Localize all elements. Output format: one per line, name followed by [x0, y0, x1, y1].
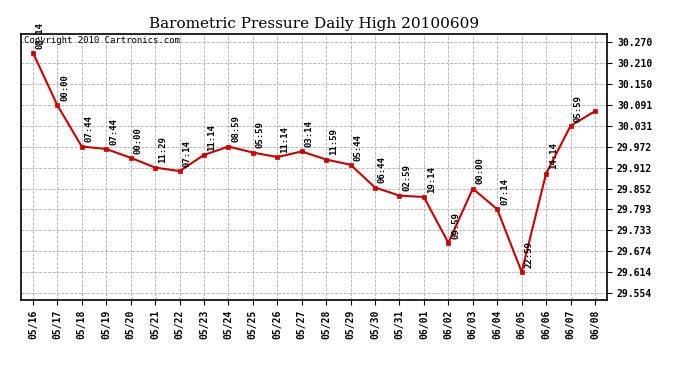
- Text: 08:59: 08:59: [231, 116, 240, 142]
- Title: Barometric Pressure Daily High 20100609: Barometric Pressure Daily High 20100609: [149, 17, 479, 31]
- Text: 09:59: 09:59: [451, 212, 460, 239]
- Text: 11:29: 11:29: [158, 136, 167, 164]
- Text: 03:14: 03:14: [304, 120, 313, 147]
- Text: 19:14: 19:14: [426, 166, 435, 193]
- Text: 00:00: 00:00: [475, 158, 484, 184]
- Text: 06:44: 06:44: [378, 156, 387, 183]
- Text: 07:14: 07:14: [182, 140, 191, 167]
- Text: 05:59: 05:59: [573, 95, 582, 122]
- Text: 08:14: 08:14: [36, 22, 45, 48]
- Text: 00:00: 00:00: [133, 127, 142, 154]
- Text: 11:59: 11:59: [329, 129, 338, 155]
- Text: 02:59: 02:59: [402, 165, 411, 191]
- Text: 11:14: 11:14: [207, 124, 216, 151]
- Text: 07:14: 07:14: [500, 178, 509, 205]
- Text: 05:59: 05:59: [255, 122, 265, 148]
- Text: 11:14: 11:14: [280, 126, 289, 153]
- Text: 05:44: 05:44: [353, 134, 362, 160]
- Text: 00:00: 00:00: [60, 74, 69, 101]
- Text: 14:14: 14:14: [549, 142, 558, 170]
- Text: 22:59: 22:59: [524, 241, 533, 268]
- Text: 07:44: 07:44: [109, 118, 118, 145]
- Text: 07:44: 07:44: [85, 116, 94, 142]
- Text: Copyright 2010 Cartronics.com: Copyright 2010 Cartronics.com: [23, 36, 179, 45]
